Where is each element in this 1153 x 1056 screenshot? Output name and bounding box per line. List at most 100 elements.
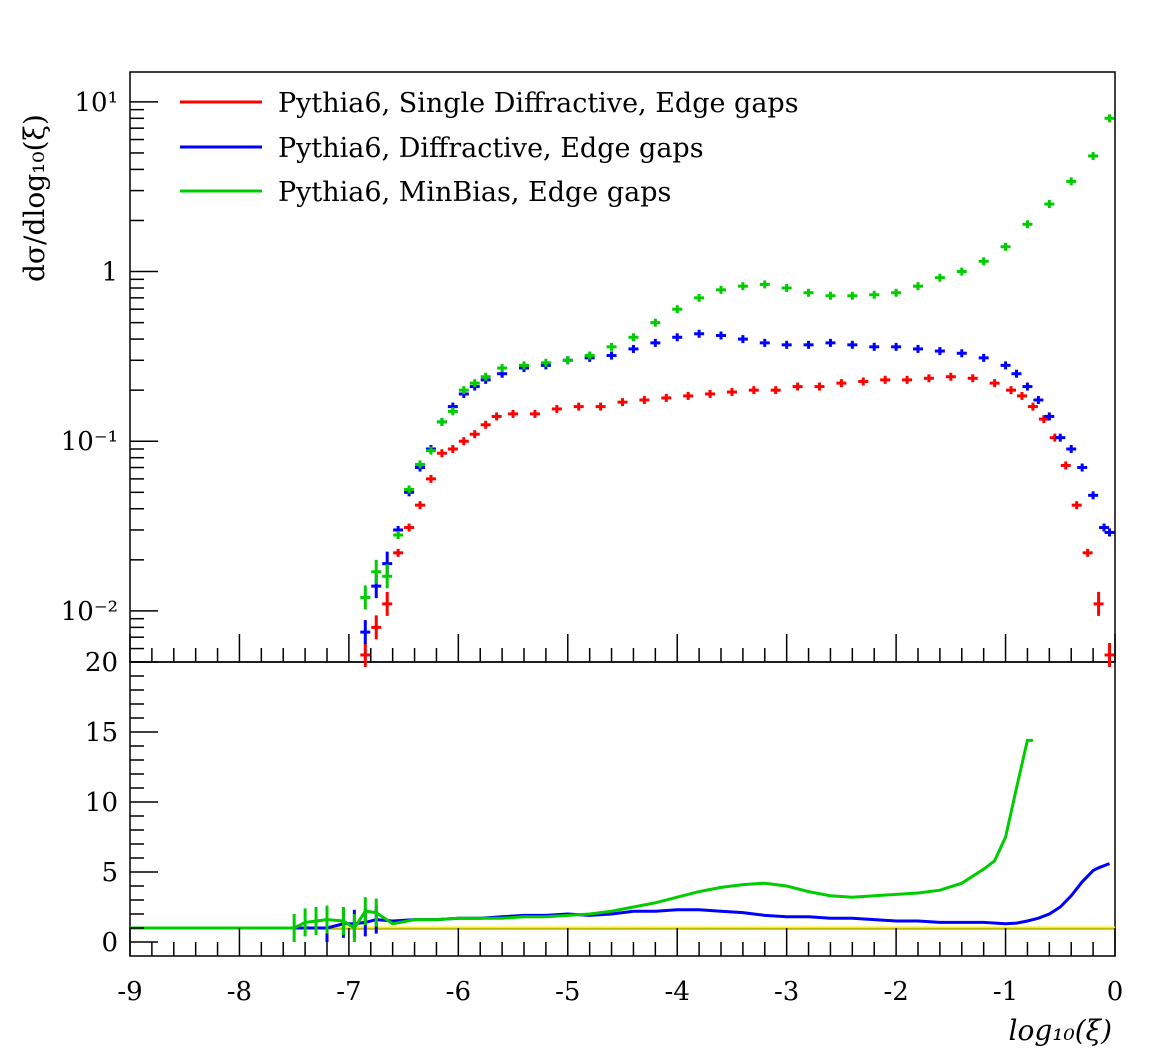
x-tick-label: 0 [1107, 977, 1124, 1007]
x-tick-label: -3 [774, 977, 799, 1007]
data-point-2-12 [469, 379, 480, 388]
data-point-2-37 [1000, 242, 1011, 251]
data-point-2-7 [415, 460, 426, 469]
data-point-1-38 [1011, 369, 1022, 378]
data-point-2-9 [436, 417, 447, 426]
data-point-0-24 [748, 386, 759, 395]
data-point-0-32 [923, 374, 934, 383]
data-point-1-34 [934, 347, 945, 356]
data-point-1-39 [1022, 382, 1033, 391]
main-y-tick-label: 10⁻² [61, 597, 118, 627]
ratio-y-tick-label: 20 [85, 648, 118, 678]
ratio-series-line-1 [130, 738, 1033, 931]
legend-label-minbias: Pythia6, MinBias, Edge gaps [278, 177, 671, 208]
data-point-2-16 [540, 358, 551, 367]
legend-label-single-diffractive: Pythia6, Single Diffractive, Edge gaps [278, 88, 799, 119]
data-point-0-43 [1082, 548, 1093, 557]
data-point-1-31 [869, 342, 880, 351]
data-point-2-27 [781, 284, 792, 293]
data-point-0-45 [1104, 642, 1115, 667]
data-point-1-26 [759, 338, 770, 347]
data-point-2-2 [360, 585, 371, 610]
data-point-1-29 [825, 338, 836, 347]
data-point-0-41 [1060, 461, 1071, 470]
data-point-2-14 [497, 364, 508, 373]
data-point-0-33 [945, 372, 956, 381]
data-point-2-8 [425, 446, 436, 455]
data-point-2-25 [737, 282, 748, 291]
data-point-2-31 [869, 290, 880, 299]
data-point-0-26 [792, 382, 803, 391]
data-point-2-23 [694, 293, 705, 302]
data-point-0-27 [814, 382, 825, 391]
x-tick-label: -5 [555, 977, 580, 1007]
x-tick-label: -6 [446, 977, 471, 1007]
data-point-2-41 [1088, 151, 1099, 160]
data-point-0-44 [1093, 591, 1104, 616]
data-point-1-20 [628, 344, 639, 353]
data-point-2-10 [447, 407, 458, 416]
main-y-tick-label: 10¹ [74, 88, 118, 118]
data-point-0-37 [1016, 391, 1027, 400]
data-point-0-38 [1027, 402, 1038, 411]
data-point-2-24 [716, 285, 726, 294]
data-point-0-35 [989, 379, 1000, 388]
data-point-2-35 [956, 267, 967, 276]
data-point-2-6 [404, 485, 415, 494]
data-point-1-44 [1077, 463, 1088, 472]
data-point-2-11 [458, 386, 469, 395]
data-point-0-31 [902, 375, 913, 384]
data-point-2-26 [759, 280, 770, 289]
legend-label-diffractive: Pythia6, Diffractive, Edge gaps [278, 133, 704, 164]
data-point-0-1 [371, 615, 382, 640]
data-point-2-32 [891, 288, 902, 297]
data-point-0-6 [425, 474, 436, 483]
ratio-plot-layer [130, 738, 1115, 942]
data-point-0-23 [726, 388, 737, 397]
data-point-0-20 [661, 393, 672, 402]
data-point-1-19 [606, 351, 617, 360]
data-point-2-4 [382, 564, 393, 589]
main-y-tick-label: 10⁻¹ [61, 427, 118, 457]
data-point-0-36 [1006, 386, 1017, 395]
data-point-1-21 [650, 338, 661, 347]
data-point-1-45 [1088, 491, 1099, 500]
data-point-2-28 [803, 288, 814, 297]
data-point-1-28 [803, 340, 814, 349]
data-point-2-36 [978, 257, 989, 266]
data-point-1-27 [781, 340, 792, 349]
data-point-0-42 [1071, 501, 1082, 510]
data-point-2-18 [584, 351, 595, 360]
ratio-panel-frame [129, 661, 1116, 957]
data-point-2-33 [913, 282, 923, 291]
data-point-2-3 [371, 559, 382, 584]
x-tick-label: -2 [883, 977, 908, 1007]
data-point-1-47 [1104, 528, 1115, 537]
data-point-0-13 [508, 409, 519, 418]
data-point-0-5 [415, 501, 426, 510]
main-plot-layer [360, 114, 1115, 667]
data-point-0-22 [705, 389, 716, 398]
data-point-2-19 [606, 342, 617, 351]
data-point-1-35 [956, 349, 967, 358]
data-point-0-15 [551, 404, 562, 413]
data-point-0-0 [360, 642, 371, 667]
data-point-0-7 [436, 449, 447, 458]
data-point-2-30 [847, 291, 858, 300]
x-tick-label: -1 [993, 977, 1018, 1007]
data-point-0-14 [529, 409, 540, 418]
data-point-2-34 [934, 273, 945, 282]
data-point-1-22 [672, 333, 683, 342]
data-point-0-19 [639, 396, 650, 405]
ratio-y-tick-label: 0 [101, 928, 118, 958]
data-point-1-23 [694, 329, 705, 338]
data-point-0-21 [683, 391, 694, 400]
data-point-1-46 [1099, 523, 1110, 532]
data-point-1-36 [978, 353, 989, 362]
data-point-0-28 [836, 379, 847, 388]
data-point-0-34 [967, 374, 978, 383]
data-point-0-39 [1038, 415, 1049, 424]
data-point-2-42 [1104, 114, 1115, 123]
axes-layer: -9 -8 -7 -6 -5 -4 -3 -2 -1 0 10¹ 1 10⁻¹ 10⁻² 0 5 10 15 20 [61, 88, 1124, 1007]
